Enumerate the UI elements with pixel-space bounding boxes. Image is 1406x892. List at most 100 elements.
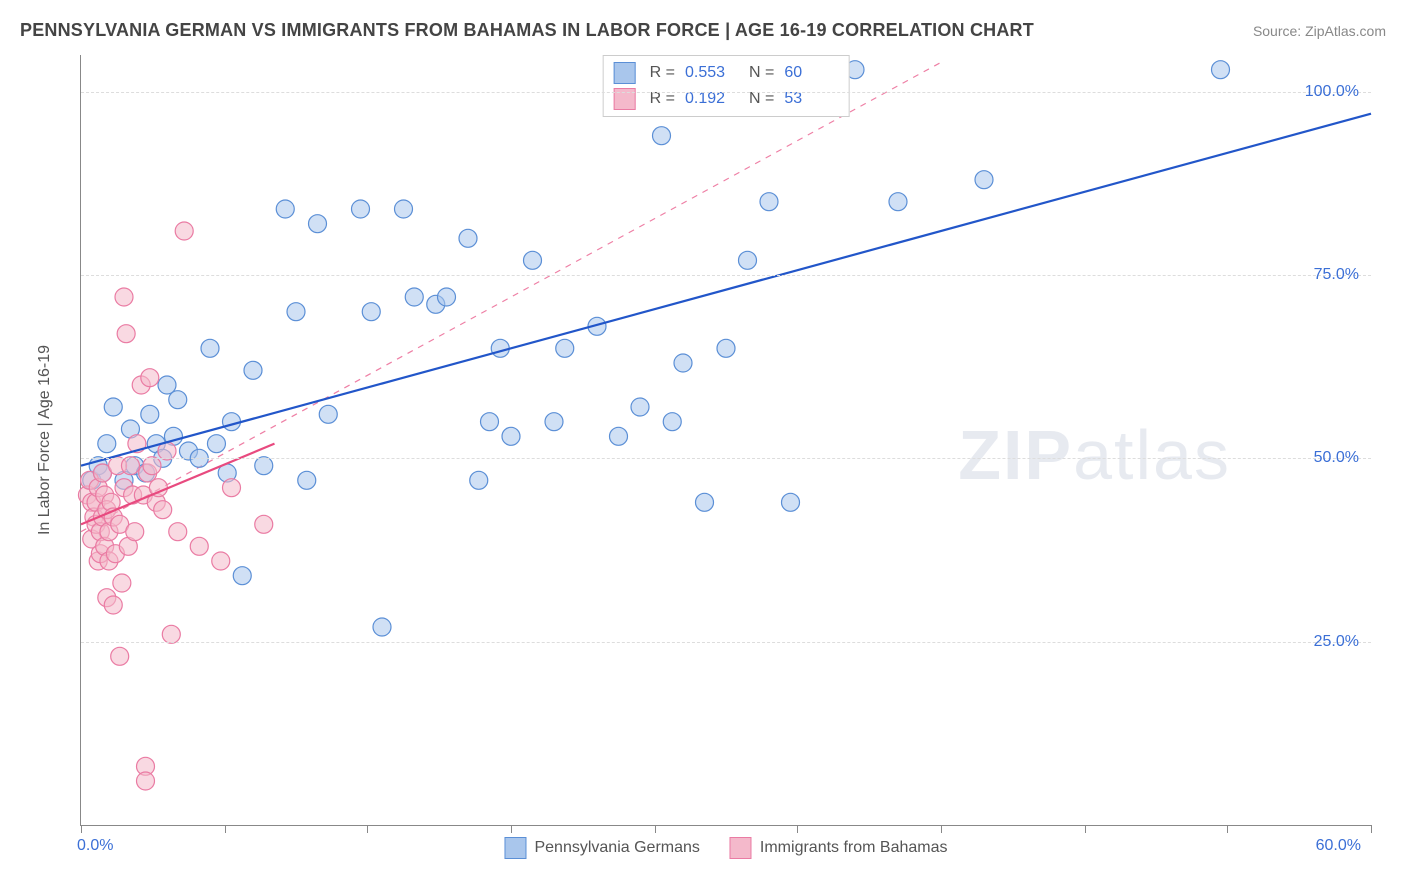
y-tick-label: 75.0% — [1314, 266, 1359, 284]
scatter-point — [104, 596, 122, 614]
grid-line — [81, 92, 1371, 93]
scatter-point — [223, 479, 241, 497]
scatter-point — [255, 515, 273, 533]
legend-label-0: Pennsylvania Germans — [534, 839, 699, 857]
legend-bottom: Pennsylvania Germans Immigrants from Bah… — [504, 837, 947, 859]
scatter-point — [111, 647, 129, 665]
legend-item-1: Immigrants from Bahamas — [730, 837, 948, 859]
n-value-1: 53 — [784, 90, 834, 108]
scatter-point — [143, 457, 161, 475]
scatter-point — [207, 435, 225, 453]
scatter-point — [491, 339, 509, 357]
scatter-point — [175, 222, 193, 240]
scatter-point — [298, 471, 316, 489]
scatter-point — [631, 398, 649, 416]
grid-line — [81, 458, 1371, 459]
scatter-point — [373, 618, 391, 636]
scatter-point — [113, 574, 131, 592]
scatter-point — [141, 369, 159, 387]
scatter-point — [674, 354, 692, 372]
scatter-point — [889, 193, 907, 211]
r-label: R = — [650, 90, 675, 108]
y-axis-title: In Labor Force | Age 16-19 — [36, 345, 54, 535]
scatter-point — [169, 391, 187, 409]
scatter-point — [233, 567, 251, 585]
scatter-point — [760, 193, 778, 211]
n-label: N = — [749, 90, 774, 108]
scatter-point — [610, 427, 628, 445]
swatch-series-0 — [614, 62, 636, 84]
trend-line — [81, 444, 275, 525]
scatter-point — [137, 772, 155, 790]
scatter-point — [121, 457, 139, 475]
trend-line — [81, 114, 1371, 466]
scatter-point — [141, 405, 159, 423]
scatter-point — [438, 288, 456, 306]
r-label: R = — [650, 64, 675, 82]
x-tick-label-min: 0.0% — [77, 837, 113, 855]
scatter-point — [98, 435, 116, 453]
source-label: Source: ZipAtlas.com — [1253, 23, 1386, 39]
n-label: N = — [749, 64, 774, 82]
scatter-point — [481, 413, 499, 431]
swatch-legend-0 — [504, 837, 526, 859]
chart-header: PENNSYLVANIA GERMAN VS IMMIGRANTS FROM B… — [20, 20, 1386, 41]
x-tick — [1085, 825, 1086, 833]
scatter-point — [309, 215, 327, 233]
scatter-point — [201, 339, 219, 357]
x-tick — [367, 825, 368, 833]
scatter-point — [154, 501, 172, 519]
legend-correlation: R = 0.553 N = 60 R = 0.192 N = 53 — [603, 55, 850, 117]
x-tick — [655, 825, 656, 833]
scatter-point — [362, 303, 380, 321]
chart-wrap: In Labor Force | Age 16-19 R = 0.553 N =… — [50, 55, 1370, 825]
swatch-legend-1 — [730, 837, 752, 859]
scatter-point — [975, 171, 993, 189]
n-value-0: 60 — [784, 64, 834, 82]
scatter-point — [459, 229, 477, 247]
x-tick — [941, 825, 942, 833]
plot-svg — [81, 55, 1371, 825]
scatter-point — [395, 200, 413, 218]
scatter-point — [117, 325, 135, 343]
scatter-point — [104, 398, 122, 416]
scatter-point — [276, 200, 294, 218]
scatter-point — [696, 493, 714, 511]
x-tick — [81, 825, 82, 833]
x-tick — [225, 825, 226, 833]
plot-area: R = 0.553 N = 60 R = 0.192 N = 53 ZIPatl… — [80, 55, 1371, 826]
scatter-point — [739, 251, 757, 269]
y-tick-label: 25.0% — [1314, 633, 1359, 651]
scatter-point — [556, 339, 574, 357]
scatter-point — [190, 537, 208, 555]
scatter-point — [502, 427, 520, 445]
scatter-point — [663, 413, 681, 431]
legend-item-0: Pennsylvania Germans — [504, 837, 699, 859]
legend-label-1: Immigrants from Bahamas — [760, 839, 948, 857]
scatter-point — [352, 200, 370, 218]
scatter-point — [717, 339, 735, 357]
scatter-point — [470, 471, 488, 489]
scatter-point — [653, 127, 671, 145]
y-tick-label: 50.0% — [1314, 449, 1359, 467]
chart-title: PENNSYLVANIA GERMAN VS IMMIGRANTS FROM B… — [20, 20, 1034, 41]
legend-row-series-1: R = 0.192 N = 53 — [614, 86, 835, 112]
legend-row-series-0: R = 0.553 N = 60 — [614, 60, 835, 86]
x-tick — [511, 825, 512, 833]
y-tick-label: 100.0% — [1305, 83, 1359, 101]
x-tick-label-max: 60.0% — [1316, 837, 1361, 855]
scatter-point — [126, 523, 144, 541]
x-tick — [1227, 825, 1228, 833]
x-tick — [797, 825, 798, 833]
scatter-point — [244, 361, 262, 379]
grid-line — [81, 642, 1371, 643]
scatter-point — [162, 625, 180, 643]
scatter-point — [405, 288, 423, 306]
scatter-point — [255, 457, 273, 475]
scatter-point — [115, 288, 133, 306]
scatter-point — [524, 251, 542, 269]
scatter-point — [545, 413, 563, 431]
scatter-point — [212, 552, 230, 570]
scatter-point — [782, 493, 800, 511]
scatter-point — [169, 523, 187, 541]
